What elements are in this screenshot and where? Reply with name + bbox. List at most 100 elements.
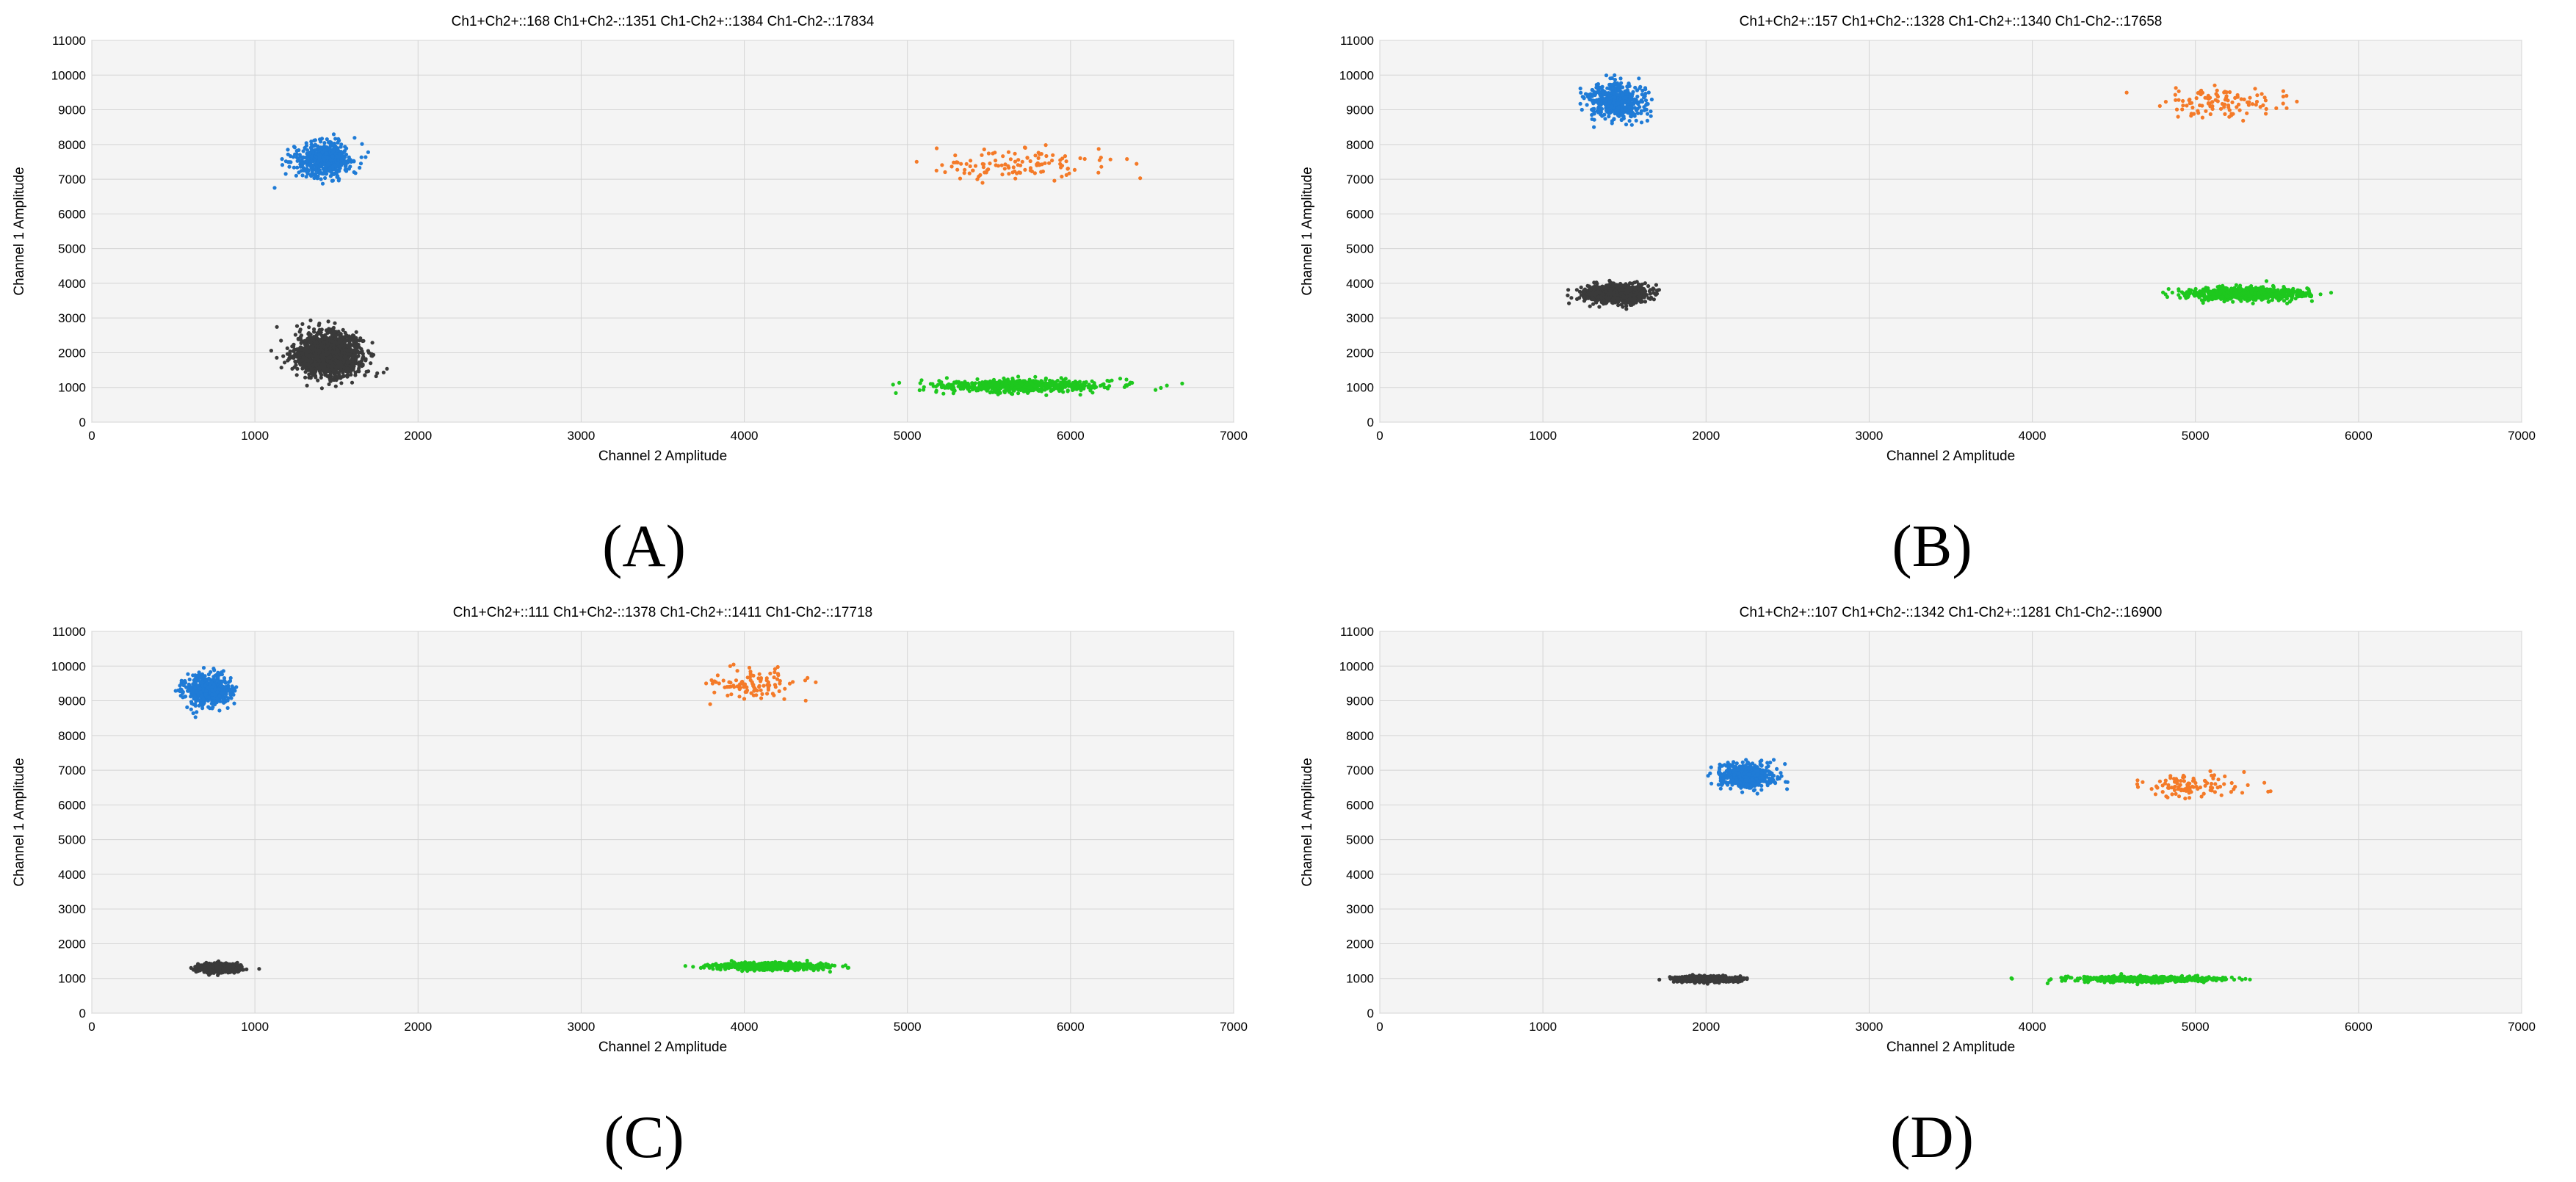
droplet-point [967, 171, 972, 175]
droplet-point [332, 369, 336, 373]
droplet-point [294, 155, 299, 159]
y-tick-label: 7000 [58, 173, 86, 186]
droplet-point [954, 380, 958, 385]
droplet-point [303, 342, 307, 347]
droplet-point [324, 172, 328, 176]
droplet-point [297, 347, 302, 351]
droplet-point [1002, 167, 1007, 171]
droplet-point [297, 353, 301, 358]
droplet-point [341, 335, 346, 339]
droplet-point [298, 358, 303, 363]
droplet-point [1072, 387, 1077, 391]
droplet-point [309, 139, 314, 144]
y-tick-label: 6000 [1346, 207, 1374, 221]
droplet-point [304, 175, 308, 179]
droplet-point [2282, 291, 2286, 296]
droplet-point [305, 156, 309, 160]
droplet-point [316, 338, 321, 342]
droplet-point [1099, 383, 1103, 388]
droplet-point [330, 178, 335, 183]
droplet-point [1582, 299, 1587, 303]
droplet-point [332, 340, 336, 344]
droplet-point [1569, 296, 1574, 300]
droplet-point [1059, 165, 1063, 170]
droplet-point [331, 172, 336, 176]
droplet-point [338, 333, 342, 337]
droplet-point [363, 373, 367, 377]
droplet-point [973, 381, 977, 385]
droplet-point [297, 148, 301, 153]
droplet-point [2329, 291, 2334, 295]
droplet-point [1616, 303, 1621, 308]
droplet-point [2189, 288, 2193, 292]
droplet-point [973, 385, 977, 390]
droplet-point [994, 163, 998, 167]
droplet-point [374, 374, 378, 379]
droplet-point [342, 162, 347, 166]
droplet-point [1010, 376, 1015, 381]
droplet-point [279, 366, 283, 370]
droplet-point [1053, 381, 1057, 386]
droplet-point [1637, 76, 1641, 81]
droplet-point [2199, 292, 2204, 297]
droplet-point [329, 157, 334, 162]
droplet-point [1612, 117, 1616, 122]
droplet-point [1651, 291, 1656, 295]
droplet-point [292, 349, 296, 353]
droplet-point [2281, 294, 2285, 299]
droplet-point [1082, 386, 1086, 391]
droplet-point [364, 369, 369, 374]
droplet-point [1078, 156, 1082, 161]
y-tick-label: 8000 [58, 138, 86, 152]
droplet-point [1604, 295, 1608, 300]
droplet-point [935, 146, 939, 151]
droplet-point [319, 375, 323, 380]
droplet-point [1052, 178, 1057, 183]
droplet-point [1605, 283, 1610, 288]
droplet-point [308, 333, 313, 337]
droplet-point [999, 384, 1004, 388]
plot-area [1379, 40, 2522, 423]
droplet-point [286, 148, 290, 152]
droplet-point [1591, 302, 1596, 306]
droplet-point [1566, 288, 1571, 292]
droplet-point [1050, 159, 1054, 163]
droplet-point [1051, 153, 1055, 157]
droplet-point [1108, 157, 1112, 162]
droplet-point [1588, 292, 1593, 297]
droplet-point [333, 151, 338, 156]
scatter-panel-a: Ch1+Ch2+::168 Ch1+Ch2-::1351 Ch1-Ch2+::1… [0, 0, 1288, 591]
droplet-point [894, 391, 898, 396]
droplet-point [269, 349, 273, 353]
droplet-point [354, 361, 358, 366]
droplet-point [286, 358, 290, 363]
droplet-point [366, 349, 370, 353]
droplet-point [381, 370, 386, 374]
droplet-point [941, 391, 946, 396]
droplet-point [1028, 168, 1032, 173]
droplet-point [325, 137, 329, 142]
droplet-point [338, 166, 342, 170]
droplet-point [1159, 385, 1163, 391]
droplet-point [1579, 90, 1583, 95]
droplet-point [1641, 286, 1646, 291]
droplet-point [295, 366, 300, 371]
droplet-point [333, 365, 338, 369]
droplet-point [2270, 298, 2274, 302]
droplet-point [285, 352, 290, 356]
droplet-point [2251, 301, 2255, 305]
droplet-point [934, 390, 938, 394]
droplet-point [1049, 388, 1054, 393]
droplet-point [2224, 294, 2229, 299]
droplet-point [294, 363, 298, 367]
droplet-point [914, 159, 919, 164]
y-tick-label: 4000 [1346, 277, 1374, 291]
droplet-point [1025, 156, 1030, 160]
droplet-point [305, 336, 310, 341]
droplet-point [313, 357, 317, 361]
y-tick-label: 2000 [1346, 346, 1374, 360]
droplet-point [962, 171, 966, 175]
droplet-point [295, 159, 300, 163]
droplet-point [891, 382, 895, 387]
droplet-point [352, 136, 357, 140]
